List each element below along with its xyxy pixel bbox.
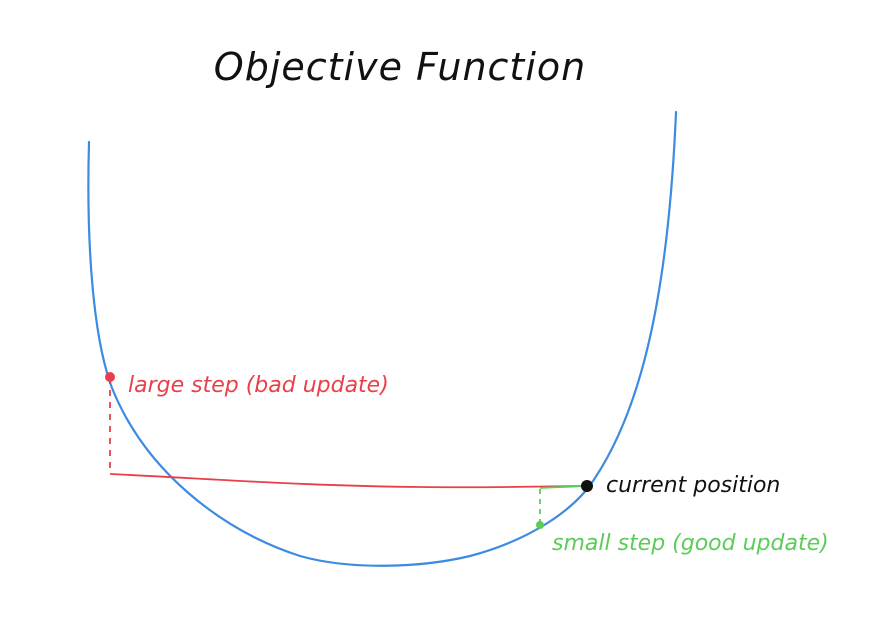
diagram-title: Objective Function	[214, 45, 586, 89]
large-step-label: large step (bad update)	[128, 373, 389, 398]
current-position-point	[581, 480, 593, 492]
large-step-point	[105, 372, 115, 382]
large-step-line	[109, 473, 586, 489]
small-step-label: small step (good update)	[552, 531, 829, 556]
objective-curve	[87, 110, 678, 567]
small-step-point	[536, 521, 544, 529]
current-position-label: current position	[606, 473, 780, 498]
